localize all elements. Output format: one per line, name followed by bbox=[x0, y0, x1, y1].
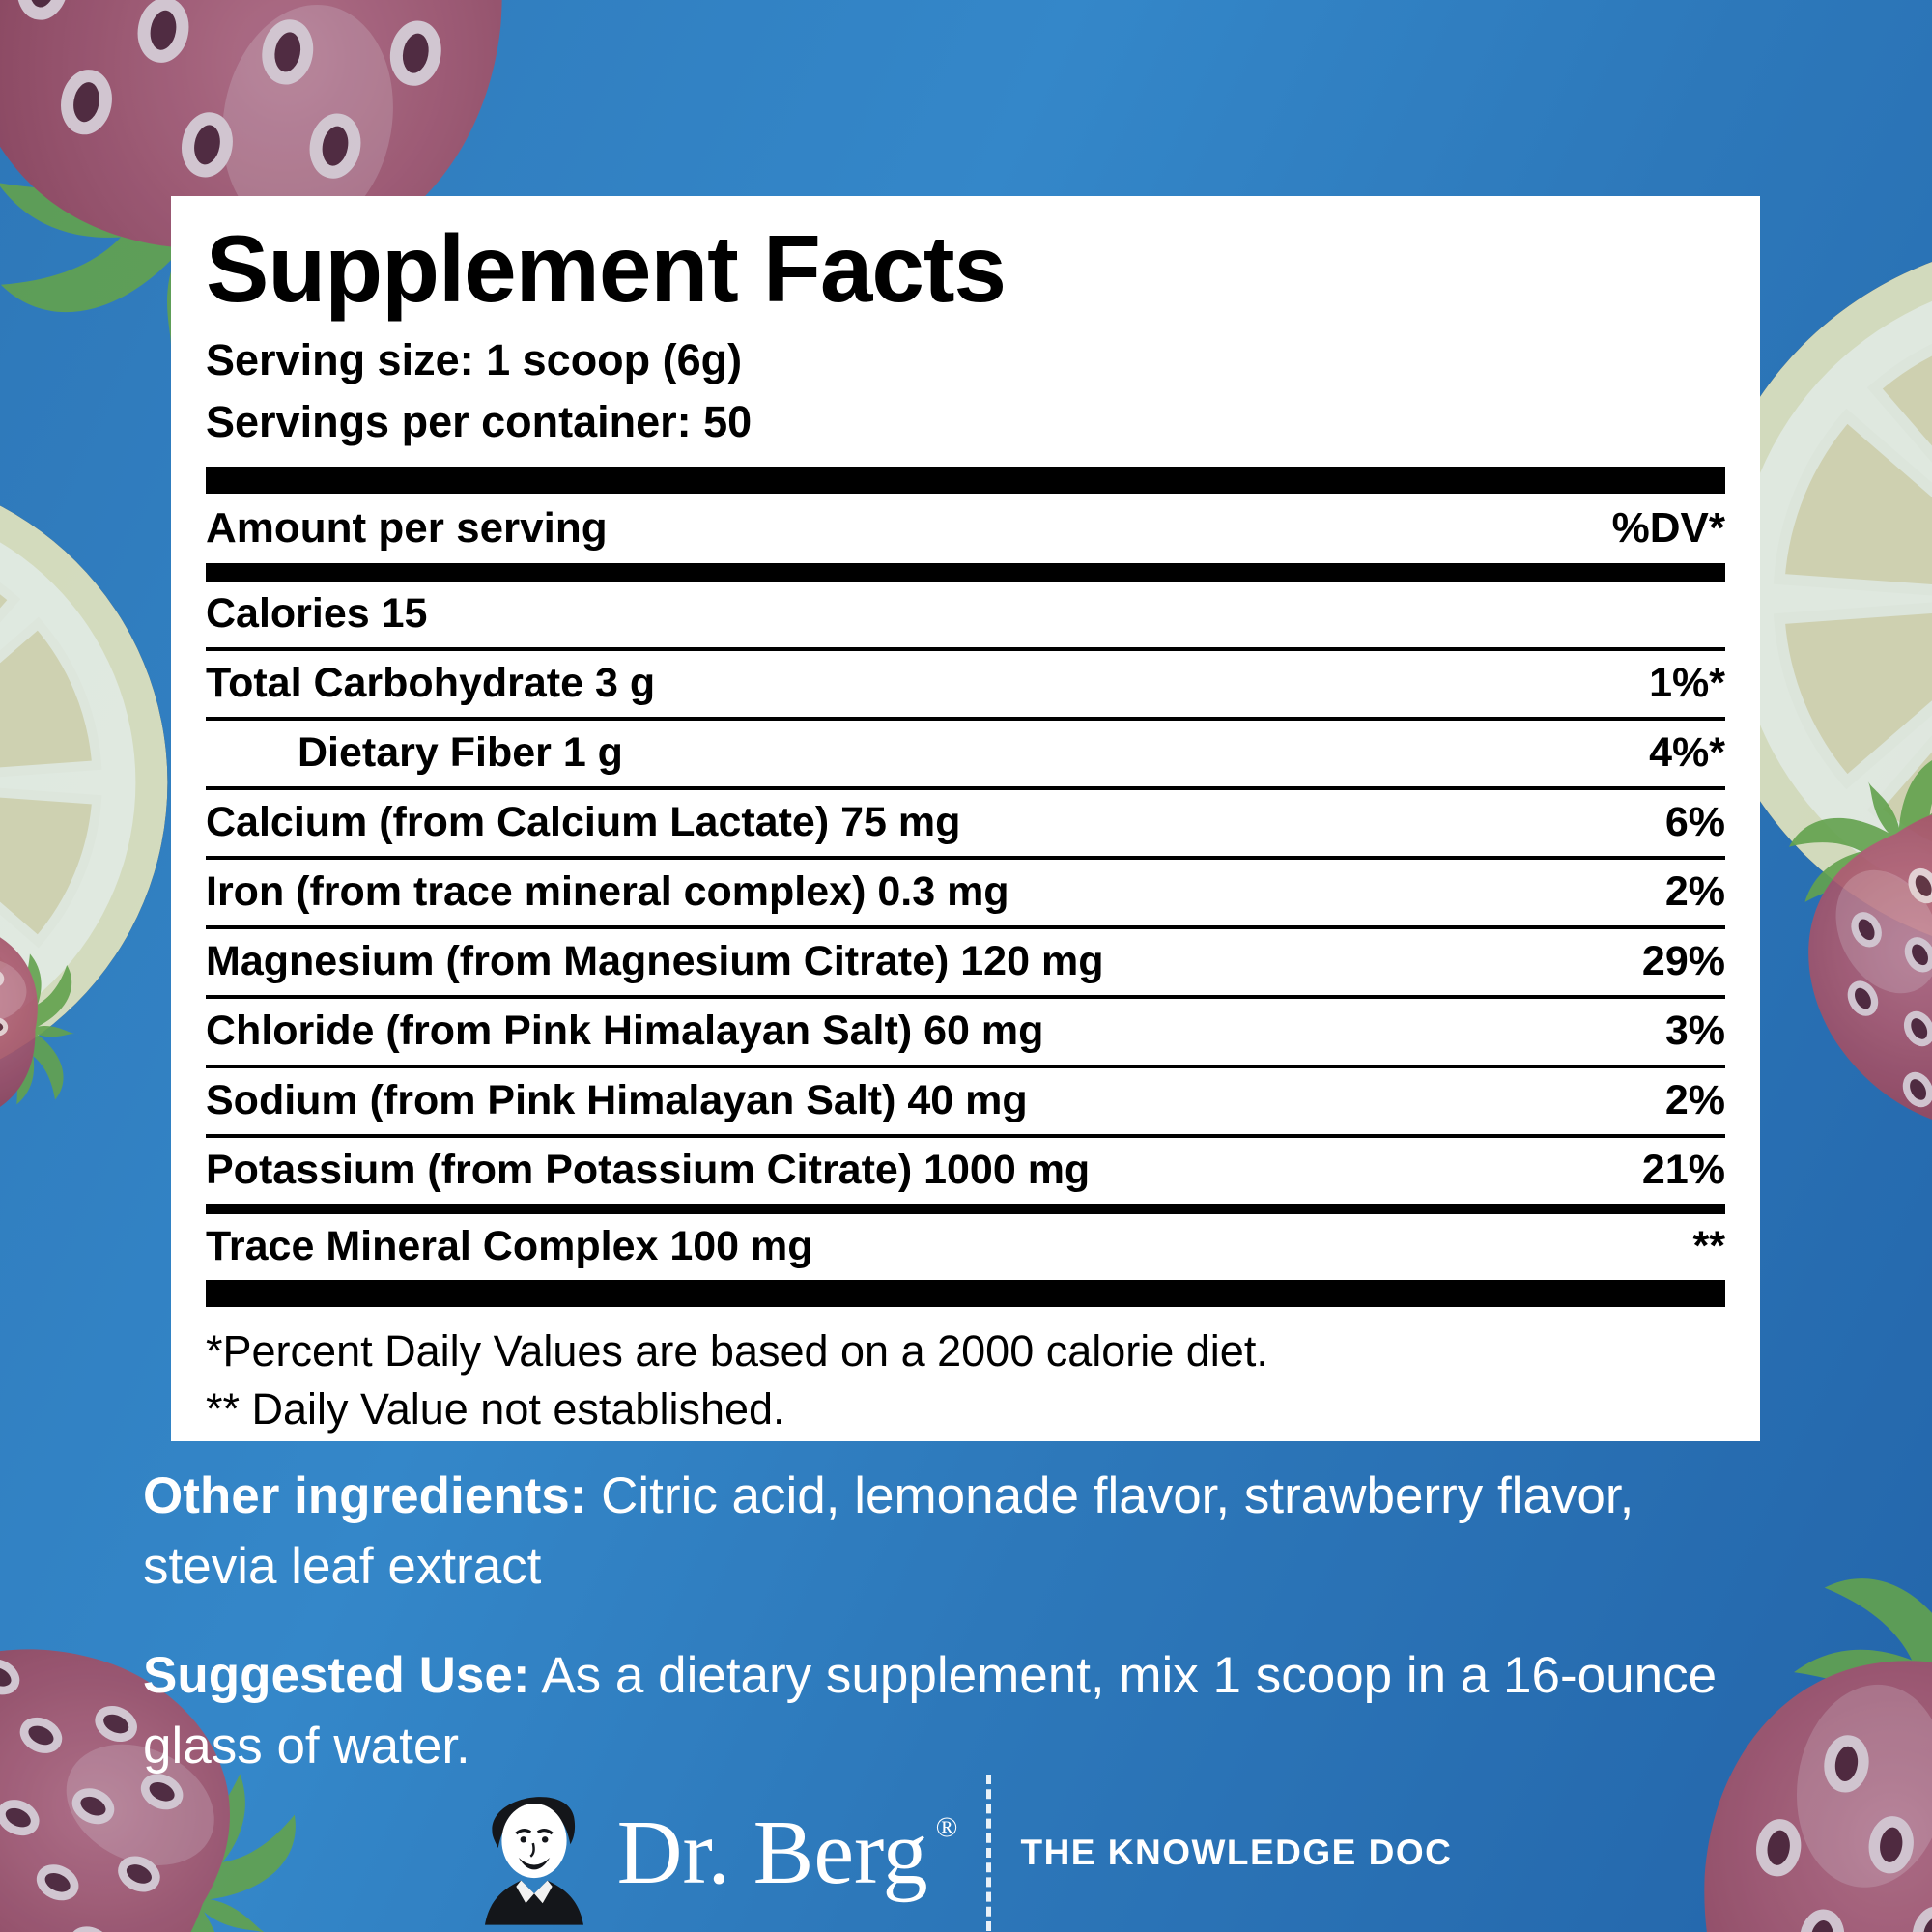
nutrient-dv-value: 6% bbox=[1664, 799, 1725, 846]
table-row: Total Carbohydrate 3 g 1%* bbox=[206, 646, 1725, 717]
serving-size: Serving size: 1 scoop (6g) bbox=[206, 334, 743, 384]
facts-table: Amount per serving %DV* Calories 15 Tota… bbox=[206, 466, 1725, 1438]
nutrient-name: Chloride (from Pink Himalayan Salt) 60 m… bbox=[206, 1008, 1044, 1055]
table-header-row: Amount per serving %DV* bbox=[206, 494, 1725, 563]
nutrient-name: Iron (from trace mineral complex) 0.3 mg bbox=[206, 868, 1009, 916]
nutrient-name: Magnesium (from Magnesium Citrate) 120 m… bbox=[206, 938, 1104, 985]
table-top-bar bbox=[206, 466, 1725, 494]
suggested-use-paragraph: Suggested Use: As a dietary supplement, … bbox=[143, 1640, 1776, 1781]
other-ingredients-paragraph: Other ingredients: Citric acid, lemonade… bbox=[143, 1461, 1776, 1602]
nutrient-dv-value: 29% bbox=[1641, 938, 1725, 985]
nutrient-name: Calcium (from Calcium Lactate) 75 mg bbox=[206, 799, 961, 846]
table-row: Magnesium (from Magnesium Citrate) 120 m… bbox=[206, 924, 1725, 995]
registered-trademark-icon: ® bbox=[935, 1811, 958, 1843]
nutrient-dv-value: 2% bbox=[1664, 868, 1725, 916]
table-row: Calories 15 bbox=[206, 577, 1725, 647]
table-row: Iron (from trace mineral complex) 0.3 mg… bbox=[206, 855, 1725, 925]
table-row: Calcium (from Calcium Lactate) 75 mg 6% bbox=[206, 785, 1725, 856]
nutrient-name: Total Carbohydrate 3 g bbox=[206, 660, 656, 707]
nutrient-name: Potassium (from Potassium Citrate) 1000 … bbox=[206, 1147, 1091, 1194]
page-title: Supplement Facts bbox=[206, 215, 1007, 322]
nutrient-name: Trace Mineral Complex 100 mg bbox=[206, 1223, 813, 1270]
suggested-use-text: As a dietary supplement, mix 1 scoop in … bbox=[143, 1647, 1718, 1776]
nutrient-name: Sodium (from Pink Himalayan Salt) 40 mg bbox=[206, 1077, 1028, 1124]
table-bottom-bar bbox=[206, 1279, 1725, 1307]
table-row: Chloride (from Pink Himalayan Salt) 60 m… bbox=[206, 994, 1725, 1065]
footnote-daily-values: *Percent Daily Values are based on a 200… bbox=[206, 1325, 1268, 1376]
servings-per-container: Servings per container: 50 bbox=[206, 396, 753, 446]
header-separator-bar bbox=[206, 562, 1725, 578]
table-row: Dietary Fiber 1 g 4%* bbox=[206, 716, 1725, 786]
nutrient-name: Calories 15 bbox=[206, 590, 428, 638]
supplement-facts-panel: Supplement Facts Serving size: 1 scoop (… bbox=[171, 196, 1760, 1441]
nutrient-dv-value: 4%* bbox=[1649, 729, 1725, 777]
nutrient-dv-value: ** bbox=[1692, 1223, 1725, 1270]
suggested-use-label: Suggested Use: bbox=[143, 1647, 530, 1704]
table-body: Calories 15 Total Carbohydrate 3 g 1%* D… bbox=[206, 577, 1725, 1280]
nutrient-name: Dietary Fiber 1 g bbox=[298, 729, 623, 777]
footnote-not-established: ** Daily Value not established. bbox=[206, 1383, 785, 1434]
column-header-dv: %DV* bbox=[1611, 503, 1725, 552]
brand-strip: Dr. Berg ® THE KNOWLEDGE DOC bbox=[0, 1774, 1932, 1932]
table-row: Trace Mineral Complex 100 mg ** bbox=[206, 1203, 1725, 1280]
nutrient-dv-value: 21% bbox=[1641, 1147, 1725, 1194]
footnotes: *Percent Daily Values are based on a 200… bbox=[206, 1322, 1725, 1438]
nutrient-dv-value: 1%* bbox=[1649, 660, 1725, 707]
brand-tagline: THE KNOWLEDGE DOC bbox=[1020, 1833, 1453, 1872]
strawberry-image bbox=[0, 890, 85, 1153]
table-row: Sodium (from Pink Himalayan Salt) 40 mg … bbox=[206, 1064, 1725, 1134]
brand-name: Dr. Berg bbox=[616, 1803, 928, 1903]
nutrient-dv-value: 2% bbox=[1664, 1077, 1725, 1124]
brand-wordmark: Dr. Berg ® bbox=[617, 1807, 958, 1898]
other-ingredients-text: Citric acid, lemonade flavor, strawberry… bbox=[143, 1467, 1634, 1596]
table-row: Potassium (from Potassium Citrate) 1000 … bbox=[206, 1133, 1725, 1204]
nutrient-dv-value: 3% bbox=[1664, 1008, 1725, 1055]
dr-berg-face-icon bbox=[480, 1780, 588, 1925]
other-ingredients-label: Other ingredients: bbox=[143, 1467, 587, 1524]
column-header-amount: Amount per serving bbox=[206, 503, 608, 552]
dashed-divider bbox=[986, 1775, 992, 1931]
